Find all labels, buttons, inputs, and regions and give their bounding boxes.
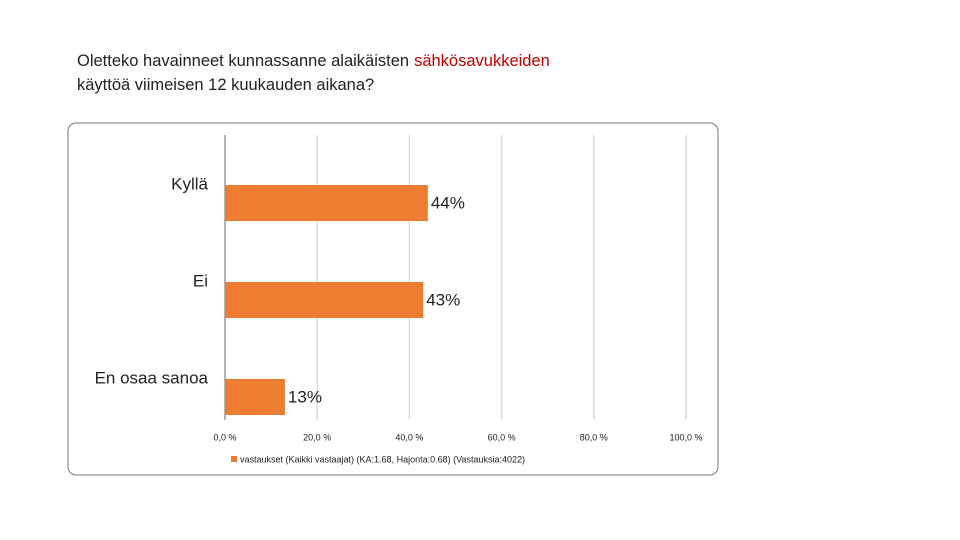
x-tick-label: 40,0 % [395,432,423,442]
bar [225,379,285,415]
chart-title: Oletteko havainneet kunnassanne alaikäis… [77,52,550,94]
x-tick-label: 80,0 % [580,432,608,442]
category-label: Ei [193,271,208,290]
bar [225,185,428,221]
value-label: 44% [431,193,465,212]
title-highlight: sähkösavukkeiden [414,52,550,70]
legend-swatch [231,456,237,462]
category-label: Kyllä [171,174,208,193]
x-tick-label: 20,0 % [303,432,331,442]
x-tick-label: 0,0 % [213,432,236,442]
category-label: En osaa sanoa [95,368,209,387]
x-tick-label: 100,0 % [669,432,702,442]
legend-label: vastaukset (Kaikki vastaajat) (KA:1.68, … [240,454,525,464]
chart-frame [67,122,719,476]
x-tick-label: 60,0 % [488,432,516,442]
value-label: 43% [426,290,460,309]
title-part: Oletteko havainneet kunnassanne alaikäis… [77,52,409,70]
title-part: käyttöä viimeisen 12 kuukauden aikana? [77,76,374,94]
value-label: 13% [288,387,322,406]
bar [225,282,424,318]
